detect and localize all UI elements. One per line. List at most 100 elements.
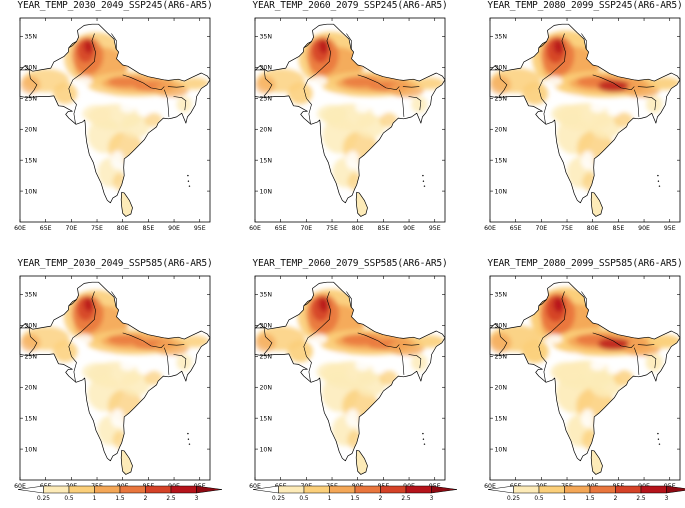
cool-patch [311,334,327,344]
cool-patch [346,151,359,170]
colorbar-label: 0.5 [299,496,309,502]
temperature-anomaly-blob [553,297,564,313]
colorbar-label: 0.5 [534,496,544,502]
x-tick-label: 65E [275,225,287,232]
cool-patch [546,334,562,344]
y-tick-label: 20N [260,384,273,391]
y-tick-label: 15N [260,157,273,164]
x-tick-label: 90E [638,225,650,232]
island [188,181,189,182]
y-tick-label: 30N [260,65,273,72]
colorbar-label: 3 [665,496,669,502]
colorbar-segment [146,486,172,493]
island [658,439,659,440]
colorbar-label: 3 [195,496,199,502]
map-panel-4: YEAR_TEMP_2030_2049_SSP585(AR6-AR5) 60E6… [5,258,225,508]
colorbar-segment [69,486,95,493]
y-tick-label: 30N [25,323,38,330]
cool-patch [607,105,620,116]
y-tick-label: 35N [495,292,508,299]
y-tick-label: 10N [25,446,38,453]
y-tick-label: 15N [495,157,508,164]
y-tick-label: 10N [260,188,273,195]
temperature-anomaly-blob [411,96,427,113]
colorbar-label: 0.25 [37,496,50,502]
y-tick-label: 35N [495,34,508,41]
colorbar-segment [197,486,223,493]
cool-patch [400,100,408,110]
cool-patch [562,95,583,102]
colorbar-label: 3 [430,496,434,502]
colorbar-segment [406,486,432,493]
x-tick-label: 95E [194,225,206,232]
cool-patch [590,103,605,113]
temperature-anomaly-blob [82,363,112,381]
y-tick-label: 10N [495,446,508,453]
x-tick-label: 65E [510,225,522,232]
y-tick-label: 35N [260,34,273,41]
x-tick-label: 95E [429,225,441,232]
map-panel-6: YEAR_TEMP_2080_2099_SSP585(AR6-AR5) 60E6… [475,258,685,508]
cool-patch [590,361,605,371]
colorbar-segment [641,486,667,493]
colorbar-label: 2 [379,496,383,502]
colorbar-segment [355,486,381,493]
y-tick-label: 35N [25,34,38,41]
y-tick-label: 35N [260,292,273,299]
island [187,175,188,176]
y-tick-label: 25N [260,96,273,103]
colorbar-label: 0.25 [272,496,285,502]
colorbar-segment [432,486,458,493]
y-tick-label: 25N [25,354,38,361]
hot-core-blob [598,80,629,92]
y-tick-label: 25N [495,354,508,361]
cool-patch [111,409,124,428]
colorbar-segment [565,486,591,493]
cool-patch [92,353,113,360]
y-tick-label: 15N [25,157,38,164]
x-tick-label: 90E [168,225,180,232]
cool-patch [635,100,643,110]
colorbar-segment [253,486,279,493]
island [187,433,188,434]
x-tick-label: 85E [612,225,624,232]
cool-patch [581,409,594,428]
colorbar-segment [330,486,356,493]
cool-patch [607,363,620,374]
x-tick-label: 60E [249,225,261,232]
x-tick-label: 70E [65,225,77,232]
colorbar-label: 2.5 [636,496,646,502]
cool-patch [137,105,150,116]
y-tick-label: 25N [495,96,508,103]
cool-patch [165,100,173,110]
colorbar-segment [667,486,685,493]
y-tick-label: 25N [25,96,38,103]
x-tick-label: 95E [664,225,676,232]
temperature-anomaly-blob [357,198,365,215]
cool-patch [635,358,643,368]
colorbar-segment [590,486,616,493]
y-tick-label: 30N [495,65,508,72]
y-tick-label: 15N [25,415,38,422]
temperature-anomaly-blob [319,297,329,312]
colorbar-segment [18,486,44,493]
y-tick-label: 35N [25,292,38,299]
y-tick-label: 30N [495,323,508,330]
colorbar-segment [171,486,197,493]
y-tick-label: 20N [495,384,508,391]
cool-patch [92,95,113,102]
x-tick-label: 80E [352,225,364,232]
x-tick-label: 85E [142,225,154,232]
y-tick-label: 20N [260,126,273,133]
island [422,175,423,176]
cool-patch [346,409,359,428]
y-tick-label: 20N [25,126,38,133]
y-tick-label: 30N [260,323,273,330]
temperature-map: 60E65E70E75E80E85E90E95E35N30N25N20N15N1… [5,258,225,493]
island [423,439,424,440]
colorbar-label: 0.5 [64,496,74,502]
